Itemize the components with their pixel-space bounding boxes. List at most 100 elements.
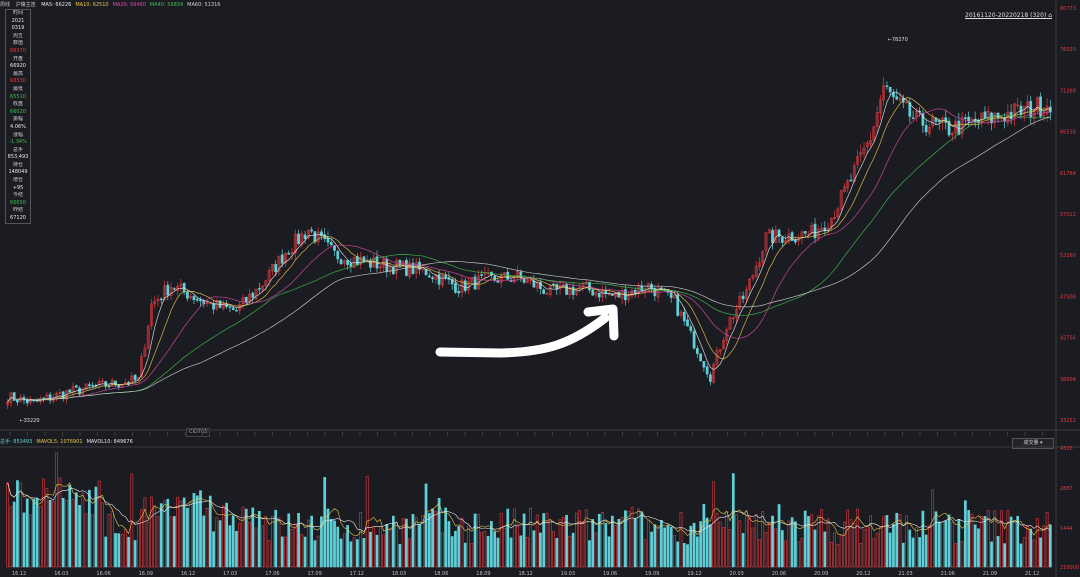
volume-header-item: MAVOL10: 849676 (86, 439, 133, 445)
volume-bar (794, 521, 797, 568)
candle-body (290, 252, 294, 254)
volume-bar (588, 540, 591, 568)
info-panel-row: 昨结 (12, 207, 23, 214)
info-panel-row: 4.06% (10, 123, 26, 130)
volume-bar (401, 518, 405, 568)
info-panel-row: 66020 (10, 108, 26, 115)
volume-bar (447, 521, 451, 568)
candle-body (862, 147, 866, 154)
volume-bar (123, 529, 127, 568)
candle-body (601, 290, 604, 298)
volume-bar (967, 510, 971, 568)
candle-body (264, 280, 268, 286)
candle-body (359, 257, 363, 265)
volume-bar (222, 505, 225, 568)
volume-bar (320, 516, 323, 568)
candle-body (764, 232, 768, 251)
candle-body (172, 288, 176, 290)
volume-bar (656, 525, 660, 568)
candle-body (42, 397, 45, 400)
candle-body (937, 120, 941, 122)
candle-body (1016, 104, 1020, 107)
candle-body (748, 278, 752, 290)
volume-bar (349, 541, 353, 568)
candle-body (473, 276, 477, 290)
ma-legend-item: MA20: 59480 (112, 2, 146, 8)
volume-bar (738, 520, 742, 568)
volume-bar (163, 500, 166, 568)
volume-type-dropdown[interactable]: 成交量 ▾ (1012, 438, 1054, 449)
info-panel-row: 涨幅 (12, 131, 23, 138)
volume-bar (414, 517, 418, 568)
candle-body (568, 287, 572, 295)
volume-bar (937, 521, 941, 568)
candle-body (117, 385, 121, 388)
volume-bar (820, 509, 823, 568)
candle-body (146, 326, 150, 349)
candle-body (349, 263, 353, 267)
volume-bar (61, 497, 65, 568)
volume-tick-label: 1444 (1060, 526, 1073, 532)
candle-body (195, 298, 199, 301)
volume-bar (339, 538, 343, 568)
volume-bar (434, 510, 438, 568)
volume-bar (58, 477, 62, 568)
volume-bar (898, 514, 902, 568)
candle-body (159, 298, 163, 301)
volume-bar (74, 492, 78, 568)
x-tick-label: 18.12 (519, 571, 533, 577)
volume-bar (1019, 543, 1023, 568)
candle-body (888, 86, 892, 93)
volume-bar (476, 514, 480, 568)
candle-body (653, 288, 657, 297)
volume-bar (682, 543, 686, 568)
volume-bar (356, 539, 359, 568)
volume-bar (444, 507, 448, 568)
candle-body (695, 348, 699, 354)
volume-bar (856, 508, 859, 568)
volume-bar (705, 517, 709, 568)
candle-body (84, 383, 88, 390)
candle-body (751, 275, 755, 279)
candle-body (271, 264, 274, 272)
volume-bar (257, 511, 261, 568)
x-tick-label: 20.03 (730, 571, 744, 577)
candle-body (947, 120, 951, 136)
candle-body (316, 231, 320, 243)
date-range-label[interactable]: 20161120-20220218 (320) ⌂ (965, 12, 1052, 19)
volume-bar (839, 535, 843, 568)
info-panel-row: 数值 (12, 40, 23, 47)
volume-bar (326, 508, 330, 568)
volume-bar (159, 503, 163, 568)
volume-bar (1003, 543, 1006, 568)
volume-bar (336, 526, 340, 568)
candle-body (679, 311, 683, 316)
candle-body (924, 125, 928, 133)
candle-body (561, 284, 565, 286)
volume-bar (924, 534, 928, 568)
candle-body (313, 231, 317, 242)
volume-bar (950, 522, 954, 568)
candle-body (588, 281, 591, 291)
symbol-label[interactable]: 沪镍主连 (15, 2, 36, 8)
volume-bar (303, 536, 307, 568)
candle-body (905, 101, 908, 104)
volume-bar (342, 533, 346, 568)
volume-bar (745, 510, 748, 568)
volume-bar (192, 492, 196, 568)
volume-bar (699, 521, 702, 568)
candle-body (646, 282, 650, 292)
info-panel-row: 68330 (10, 78, 26, 85)
info-panel-row: 振幅 (12, 116, 23, 123)
candle-body (686, 319, 689, 327)
volume-bar (490, 521, 493, 568)
volume-bar (983, 516, 987, 568)
x-tick-label: 18.06 (434, 571, 448, 577)
period-label[interactable]: 周线 (0, 2, 11, 8)
candle-body (640, 285, 644, 292)
candle-body (983, 111, 987, 119)
candle-body (427, 275, 431, 278)
volume-bar (888, 532, 892, 568)
volume-bar (424, 483, 428, 568)
